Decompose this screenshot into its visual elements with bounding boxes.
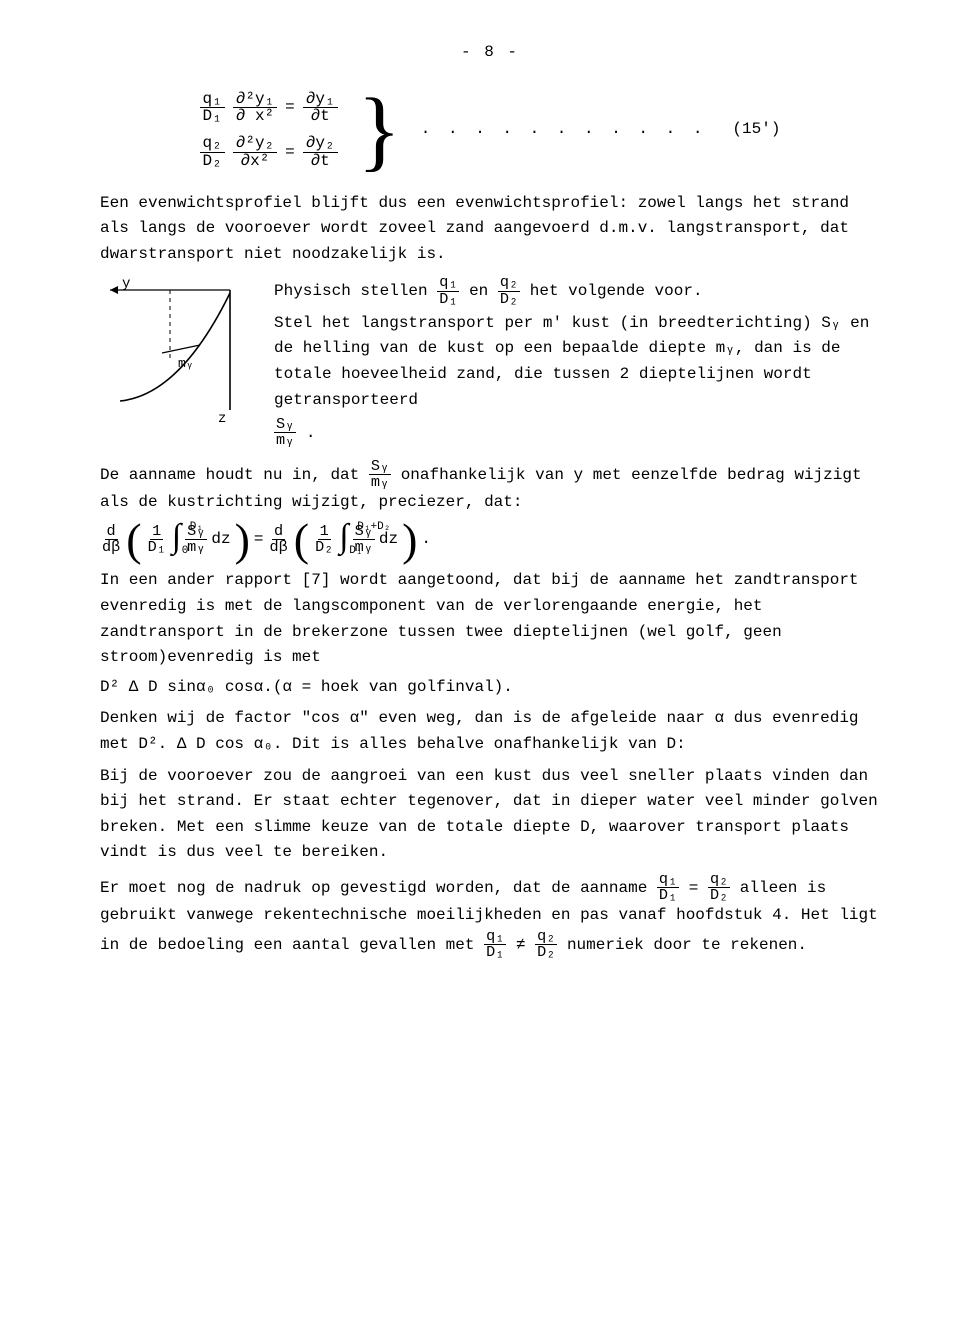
eq-frac-den: D₁ (200, 108, 225, 125)
equals-sign: = (285, 140, 295, 166)
page-number: - 8 - (100, 40, 880, 66)
equals-sign: = (285, 95, 295, 121)
eq-frac-num: q₁ (200, 91, 225, 109)
eq-frac-den: ∂ x² (233, 108, 277, 125)
paragraph: D² Δ D sinα₀ cosα.(α = hoek van golfinva… (100, 675, 880, 701)
equation-15-prime: q₁D₁ ∂²y₁∂ x² = ∂y₁∂t q₂D₂ ∂²y₂∂x² = ∂y₂… (100, 90, 880, 171)
coast-profile-diagram: y z mᵧ (100, 275, 260, 425)
axis-y-label: y (122, 276, 130, 292)
eq-frac-num: ∂y₁ (303, 91, 338, 109)
eq-frac-num: ∂²y₂ (233, 135, 277, 153)
eq-frac-num: q₂ (200, 135, 225, 153)
paragraph: De aanname houdt nu in, dat Sᵧmᵧ onafhan… (100, 459, 880, 516)
eq-frac-den: ∂t (308, 153, 333, 170)
eq-frac-num: ∂²y₁ (233, 91, 277, 109)
paragraph: Er moet nog de nadruk op gevestigd worde… (100, 872, 880, 960)
dot-leader: . . . . . . . . . . . (421, 117, 707, 143)
derivative-equation: ddβ ( 1D₁ ∫ D₁ 0 Sᵧmᵧ dz ) = ddβ ( 1D₂ ∫… (100, 522, 880, 559)
paragraph: Een evenwichtsprofiel blijft dus een eve… (100, 191, 880, 268)
paragraph: Sᵧmᵧ . (274, 417, 880, 448)
slope-my-label: mᵧ (178, 356, 194, 371)
paragraph: Denken wij de factor "cos α" even weg, d… (100, 706, 880, 757)
equation-number: (15') (732, 117, 780, 143)
paragraph: In een ander rapport [7] wordt aangetoon… (100, 568, 880, 670)
eq-frac-den: D₂ (200, 153, 225, 170)
paragraph: Stel het langstransport per m' kust (in … (274, 311, 880, 413)
eq-frac-den: ∂t (308, 108, 333, 125)
paragraph: Physisch stellen q₁D₁ en q₂D₂ het volgen… (274, 275, 880, 306)
paragraph: Bij de vooroever zou de aangroei van een… (100, 764, 880, 866)
axis-z-label: z (218, 411, 226, 425)
eq-frac-den: ∂x² (238, 153, 273, 170)
curly-brace-icon: } (358, 90, 401, 171)
eq-frac-num: ∂y₂ (303, 135, 338, 153)
